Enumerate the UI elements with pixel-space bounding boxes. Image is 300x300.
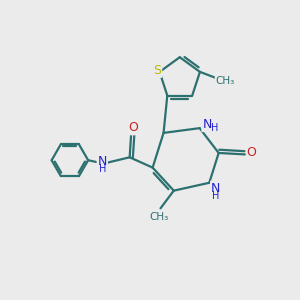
Text: O: O [128,121,138,134]
Text: CH₃: CH₃ [149,212,169,222]
Text: H: H [99,164,106,174]
Text: S: S [153,64,161,77]
Text: CH₃: CH₃ [216,76,235,86]
Text: N: N [98,155,107,168]
Text: H: H [212,191,219,201]
Text: N: N [211,182,220,195]
Text: H: H [211,123,219,133]
Text: N: N [202,118,212,131]
Text: O: O [247,146,256,160]
